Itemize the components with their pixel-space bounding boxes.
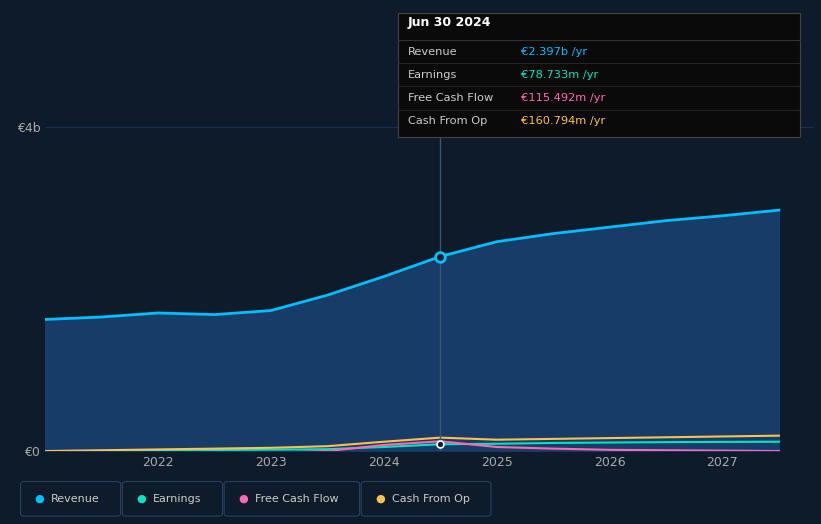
Text: ●: ● [375,494,385,504]
Text: Analysts Forecasts: Analysts Forecasts [445,107,555,120]
Text: Revenue: Revenue [51,494,99,504]
Text: ●: ● [136,494,146,504]
Text: Past: Past [411,107,436,120]
Text: Revenue: Revenue [408,47,457,57]
Text: €115.492m /yr: €115.492m /yr [521,93,606,103]
Text: ●: ● [238,494,248,504]
Text: €2.397b /yr: €2.397b /yr [521,47,588,57]
Text: Earnings: Earnings [408,70,457,80]
Text: Cash From Op: Cash From Op [408,116,488,126]
Text: Earnings: Earnings [153,494,201,504]
Text: Free Cash Flow: Free Cash Flow [255,494,338,504]
Text: Free Cash Flow: Free Cash Flow [408,93,493,103]
Text: ●: ● [34,494,44,504]
Text: Cash From Op: Cash From Op [392,494,470,504]
Text: Jun 30 2024: Jun 30 2024 [408,16,492,29]
Text: €160.794m /yr: €160.794m /yr [521,116,606,126]
Text: €78.733m /yr: €78.733m /yr [521,70,599,80]
